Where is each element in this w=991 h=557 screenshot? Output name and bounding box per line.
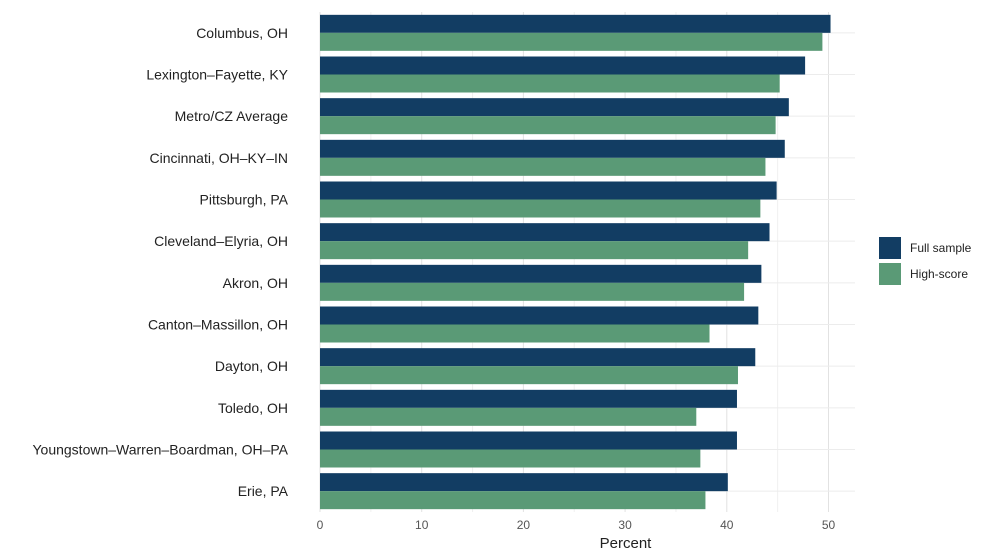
bar-high-score: [320, 32, 823, 51]
bar-full-sample: [320, 14, 831, 33]
category-label: Columbus, OH: [196, 25, 288, 41]
category-label: Dayton, OH: [215, 358, 288, 374]
x-tick-label: 20: [517, 518, 531, 532]
x-tick-label: 30: [618, 518, 632, 532]
bar-full-sample: [320, 223, 770, 242]
bar-full-sample: [320, 473, 728, 492]
x-tick-label: 10: [415, 518, 429, 532]
bar-full-sample: [320, 264, 762, 283]
bar-full-sample: [320, 389, 737, 408]
category-label: Cleveland–Elyria, OH: [154, 233, 288, 249]
x-tick-label: 40: [720, 518, 734, 532]
bar-full-sample: [320, 431, 737, 450]
bars: [320, 14, 831, 510]
legend-label: High-score: [910, 267, 968, 281]
bar-full-sample: [320, 181, 777, 200]
bar-full-sample: [320, 139, 785, 158]
category-label: Lexington–Fayette, KY: [146, 67, 288, 83]
bar-high-score: [320, 157, 766, 176]
category-label: Metro/CZ Average: [175, 108, 289, 124]
bar-high-score: [320, 449, 701, 468]
bar-high-score: [320, 282, 745, 301]
bar-high-score: [320, 116, 776, 135]
category-label: Cincinnati, OH–KY–IN: [149, 150, 288, 166]
category-label: Youngstown–Warren–Boardman, OH–PA: [32, 442, 288, 458]
legend-label: Full sample: [910, 241, 972, 255]
x-tick-labels: 0 10 20 30 40 50: [317, 518, 836, 532]
x-tick-label: 50: [822, 518, 836, 532]
x-tick-label: 0: [317, 518, 324, 532]
category-label: Canton–Massillon, OH: [148, 317, 288, 333]
legend: Full sample High-score: [879, 237, 972, 285]
bar-high-score: [320, 324, 710, 343]
category-label: Erie, PA: [238, 483, 289, 499]
legend-swatch: [879, 263, 901, 285]
bar-high-score: [320, 74, 780, 93]
bar-high-score: [320, 366, 738, 385]
bar-high-score: [320, 407, 697, 426]
legend-swatch: [879, 237, 901, 259]
bar-full-sample: [320, 98, 789, 117]
bar-full-sample: [320, 348, 756, 367]
x-axis-title: Percent: [600, 535, 653, 552]
bar-high-score: [320, 199, 761, 218]
category-label: Akron, OH: [223, 275, 288, 291]
category-labels: Columbus, OH Lexington–Fayette, KY Metro/C…: [32, 25, 288, 499]
category-label: Toledo, OH: [218, 400, 288, 416]
category-label: Pittsburgh, PA: [200, 192, 289, 208]
bar-high-score: [320, 491, 706, 510]
bar-high-score: [320, 241, 749, 260]
bar-full-sample: [320, 56, 806, 75]
bar-full-sample: [320, 306, 759, 325]
